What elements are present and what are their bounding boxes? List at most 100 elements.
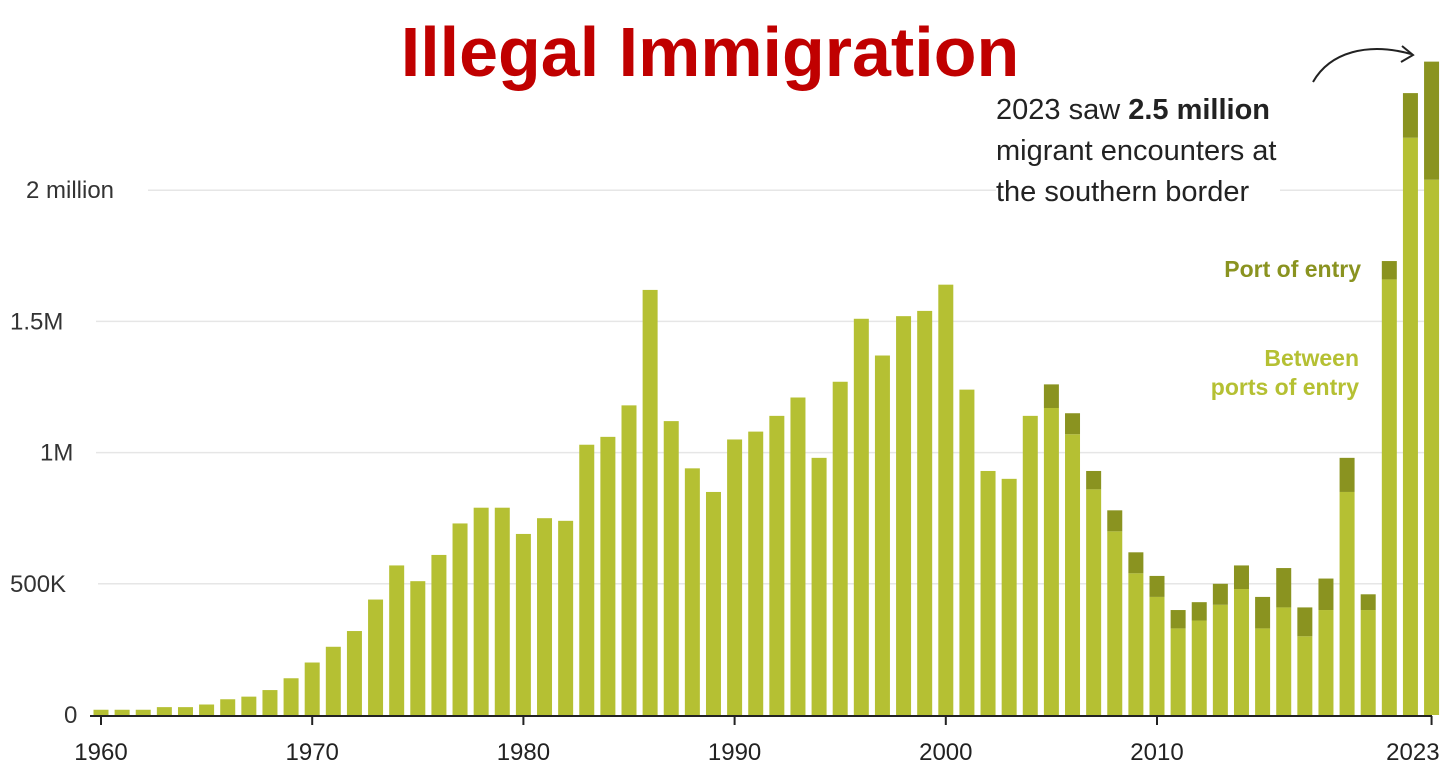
- bar-port-of-entry: [1318, 578, 1334, 611]
- bar-between-ports: [220, 699, 236, 715]
- bar-between-ports: [874, 355, 890, 715]
- bar-between-ports: [1339, 491, 1355, 715]
- x-tick-label: 1970: [286, 739, 339, 766]
- bar-between-ports: [790, 397, 806, 715]
- annotation-prefix: 2023 saw: [996, 94, 1129, 126]
- bar-between-ports: [283, 678, 299, 715]
- bar-between-ports: [959, 389, 975, 715]
- bar-port-of-entry: [1107, 510, 1123, 532]
- bar-between-ports: [537, 518, 553, 715]
- bar-between-ports: [473, 507, 489, 715]
- bar-port-of-entry: [1170, 610, 1186, 629]
- bar-port-of-entry: [1297, 607, 1313, 637]
- bar-between-ports: [1191, 620, 1207, 715]
- bar-between-ports: [368, 599, 384, 715]
- bar-between-ports: [684, 468, 700, 715]
- bar-between-ports: [156, 707, 172, 715]
- bar-port-of-entry: [1086, 470, 1102, 490]
- bar-between-ports: [1149, 596, 1165, 715]
- bar-between-ports: [1022, 415, 1038, 715]
- bar-between-ports: [642, 289, 658, 715]
- bar-between-ports: [1402, 137, 1418, 716]
- bar-between-ports: [1065, 434, 1081, 715]
- bar-between-ports: [1318, 610, 1334, 715]
- bar-between-ports: [1424, 179, 1440, 716]
- axes: 0 500K 1M 1.5M 2 million 1960 1970 1980 1990 2000…: [10, 177, 1440, 766]
- bar-between-ports: [1086, 489, 1102, 715]
- bar-port-of-entry: [1065, 413, 1081, 435]
- bar-between-ports: [1170, 628, 1186, 715]
- bar-between-ports: [304, 662, 320, 715]
- bar-between-ports: [262, 690, 278, 715]
- annotation-line2: migrant encounters at: [996, 135, 1277, 167]
- bar-between-ports: [177, 707, 193, 715]
- chart-title: Illegal Immigration: [400, 13, 1020, 91]
- bar-between-ports: [452, 523, 468, 715]
- bar-between-ports: [346, 631, 362, 715]
- bar-between-ports: [853, 318, 869, 715]
- x-tick-label: 1960: [74, 739, 127, 766]
- bar-between-ports: [1233, 589, 1249, 715]
- bar-between-ports: [1212, 604, 1228, 715]
- x-tick-label: 1990: [708, 739, 761, 766]
- bar-port-of-entry: [1381, 261, 1397, 280]
- x-tick-label: 2000: [919, 739, 972, 766]
- bar-between-ports: [431, 554, 447, 715]
- bar-port-of-entry: [1043, 384, 1059, 408]
- bar-between-ports: [621, 405, 637, 715]
- bar-between-ports: [917, 310, 933, 715]
- bar-port-of-entry: [1255, 596, 1271, 629]
- bar-between-ports: [1255, 628, 1271, 715]
- bar-between-ports: [1360, 610, 1376, 715]
- y-tick-label: 500K: [10, 571, 66, 598]
- annotation-text: 2023 saw 2.5 million migrant encounters …: [996, 90, 1281, 213]
- y-tick-label: 1.5M: [10, 308, 63, 335]
- bar-between-ports: [938, 284, 954, 715]
- bar-port-of-entry: [1191, 602, 1207, 621]
- bar-between-ports: [114, 709, 130, 715]
- annotation-line3: the southern border: [996, 176, 1250, 208]
- legend-port-of-entry: Port of entry: [1224, 256, 1361, 282]
- bar-between-ports: [1001, 478, 1017, 715]
- bar-port-of-entry: [1233, 565, 1249, 590]
- bar-port-of-entry: [1339, 457, 1355, 492]
- x-tick-label: 2023: [1386, 739, 1439, 766]
- y-tick-label: 2 million: [26, 177, 114, 204]
- annotation-arrow: [1312, 48, 1412, 83]
- bar-between-ports: [1381, 279, 1397, 715]
- x-tick-label: 2010: [1130, 739, 1183, 766]
- bar-between-ports: [389, 565, 405, 715]
- y-tick-label: 0: [64, 702, 77, 729]
- legend-between-line2: ports of entry: [1210, 374, 1359, 400]
- legend-between-line1: Between: [1264, 345, 1359, 371]
- bar-between-ports: [325, 646, 341, 715]
- bar-between-ports: [410, 581, 426, 715]
- bar-port-of-entry: [1360, 594, 1376, 611]
- bar-between-ports: [515, 533, 531, 715]
- bar-between-ports: [769, 415, 785, 715]
- bar-between-ports: [579, 444, 595, 715]
- bars: [93, 61, 1440, 716]
- bar-port-of-entry: [1424, 61, 1440, 180]
- bar-between-ports: [1043, 407, 1059, 715]
- bar-between-ports: [832, 381, 848, 715]
- annotation-arrowhead: [1400, 45, 1415, 63]
- bar-between-ports: [199, 704, 215, 715]
- bar-between-ports: [1276, 607, 1292, 715]
- bar-between-ports: [896, 316, 912, 715]
- bar-between-ports: [600, 436, 616, 715]
- bar-between-ports: [1297, 636, 1313, 715]
- bar-port-of-entry: [1149, 575, 1165, 597]
- bar-between-ports: [135, 709, 151, 715]
- annotation-emphasis: 2.5 million: [1128, 94, 1271, 126]
- bar-between-ports: [1128, 573, 1144, 715]
- bar-between-ports: [241, 696, 257, 715]
- y-tick-label: 1M: [40, 440, 73, 467]
- bar-port-of-entry: [1128, 552, 1144, 574]
- bar-between-ports: [558, 520, 574, 715]
- bar-port-of-entry: [1212, 583, 1228, 605]
- bar-between-ports: [93, 709, 109, 715]
- bar-between-ports: [494, 507, 510, 715]
- bar-between-ports: [705, 491, 721, 715]
